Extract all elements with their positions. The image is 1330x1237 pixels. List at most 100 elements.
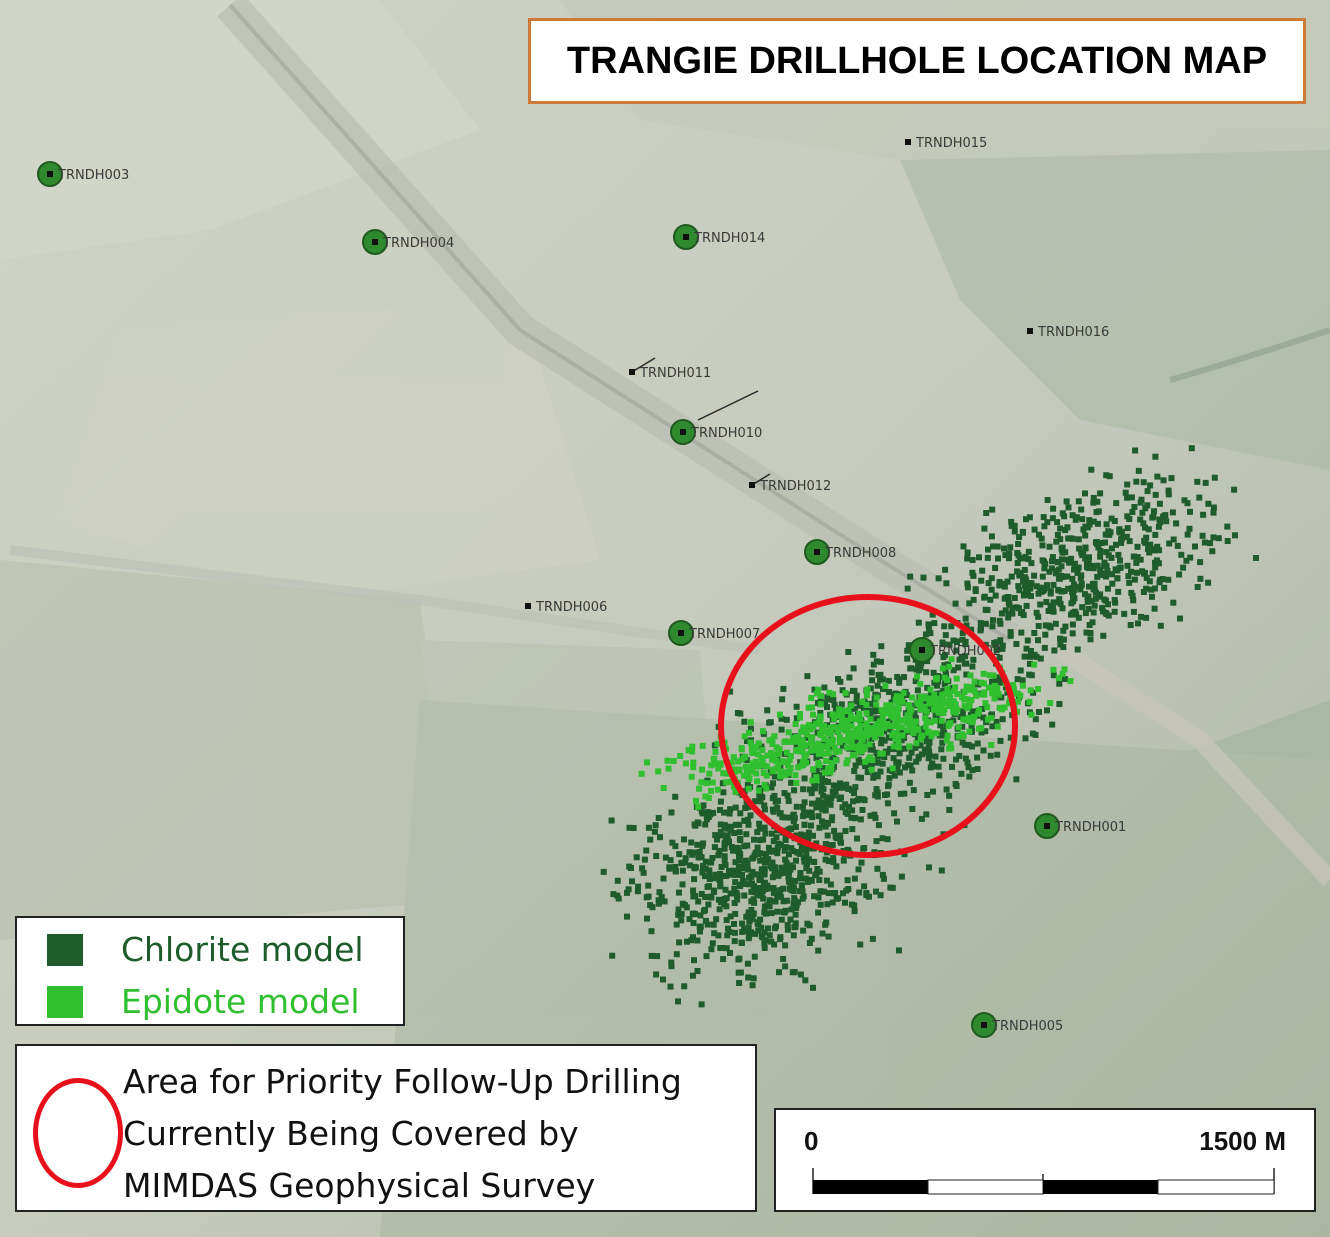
chlorite-point [804, 734, 810, 741]
epidote-point [856, 710, 863, 717]
chlorite-point [692, 849, 699, 856]
chlorite-point [752, 889, 759, 896]
chlorite-point [974, 754, 981, 761]
chlorite-point [1150, 547, 1157, 553]
epidote-point [824, 743, 831, 750]
chlorite-point [761, 929, 768, 936]
chlorite-point [766, 932, 773, 939]
chlorite-point [678, 917, 685, 924]
epidote-point [990, 672, 997, 679]
chlorite-point [880, 875, 887, 882]
epidote-point [1026, 698, 1033, 705]
chlorite-point [953, 756, 959, 763]
chlorite-point [762, 858, 769, 865]
chlorite-point [881, 728, 888, 735]
chlorite-point [1130, 608, 1137, 615]
chlorite-point [697, 912, 704, 919]
drillhole-label: TRNDH011 [639, 366, 711, 381]
drillhole-point[interactable] [47, 171, 53, 177]
chlorite-point [1057, 600, 1064, 607]
drillhole-point[interactable] [749, 482, 755, 488]
drillhole-point[interactable] [678, 630, 684, 636]
drillhole-point[interactable] [905, 139, 911, 145]
chlorite-point [1059, 605, 1066, 612]
chlorite-point [672, 793, 679, 800]
epidote-point [807, 747, 814, 754]
epidote-point [817, 714, 823, 721]
chlorite-point [1017, 570, 1024, 576]
chlorite-point [769, 874, 776, 881]
chlorite-point [851, 790, 857, 797]
chlorite-point [648, 928, 655, 935]
epidote-point [904, 712, 911, 719]
chlorite-point [784, 792, 791, 799]
drillhole-point[interactable] [525, 603, 531, 609]
drillhole-point[interactable] [1044, 823, 1050, 829]
chlorite-point [1130, 553, 1137, 560]
drillhole-point[interactable] [680, 429, 686, 435]
epidote-point [748, 768, 755, 775]
drillhole-point[interactable] [814, 549, 820, 555]
chlorite-point [990, 543, 997, 550]
chlorite-point [801, 799, 808, 806]
drillhole-point[interactable] [683, 234, 689, 240]
chlorite-point [917, 661, 924, 668]
chlorite-point [755, 921, 761, 928]
chlorite-point [732, 910, 739, 917]
chlorite-point [1085, 605, 1092, 612]
epidote-point [818, 692, 824, 699]
epidote-point [832, 749, 839, 756]
chlorite-point [717, 881, 724, 888]
chlorite-point [941, 662, 948, 669]
chlorite-point [839, 742, 846, 749]
chlorite-point [648, 952, 655, 959]
chlorite-point [1022, 735, 1029, 742]
drillhole-point[interactable] [372, 239, 378, 245]
chlorite-point [1107, 529, 1114, 536]
drillhole-point[interactable] [981, 1022, 987, 1028]
epidote-point [815, 686, 822, 693]
drillhole-point[interactable] [1027, 328, 1033, 334]
epidote-point [720, 770, 727, 777]
chlorite-point [810, 984, 816, 991]
chlorite-point [675, 906, 682, 913]
chlorite-point [810, 832, 816, 839]
epidote-point [940, 710, 947, 716]
chlorite-point [798, 833, 805, 840]
chlorite-point [867, 812, 874, 819]
chlorite-point [820, 765, 827, 771]
chlorite-point [915, 755, 922, 762]
chlorite-point [657, 834, 663, 841]
chlorite-point [929, 760, 936, 767]
chlorite-point [840, 890, 846, 897]
chlorite-point [815, 797, 822, 804]
chlorite-point [689, 972, 696, 979]
epidote-point [1014, 690, 1021, 697]
chlorite-point [1124, 513, 1131, 520]
epidote-point [950, 705, 957, 712]
epidote-point [923, 718, 930, 725]
chlorite-point [1149, 514, 1156, 521]
chlorite-point [660, 875, 667, 882]
chlorite-point [780, 956, 787, 962]
chlorite-point [777, 887, 784, 894]
chlorite-point [790, 848, 796, 855]
drillhole-point[interactable] [919, 647, 925, 653]
epidote-point [867, 716, 874, 723]
chlorite-point [985, 546, 991, 553]
chlorite-point [1043, 599, 1050, 605]
chlorite-point [653, 853, 660, 859]
chlorite-point [757, 798, 764, 805]
chlorite-point [958, 770, 965, 777]
drillhole-point[interactable] [629, 369, 635, 375]
chlorite-point [790, 864, 796, 871]
epidote-point [717, 760, 724, 767]
chlorite-point [1064, 573, 1071, 580]
epidote-point [963, 683, 970, 690]
chlorite-point [987, 596, 994, 603]
chlorite-point [845, 785, 852, 792]
chlorite-point [1005, 610, 1012, 617]
chlorite-point [658, 893, 665, 900]
chlorite-point [1016, 587, 1023, 594]
epidote-point [797, 714, 803, 721]
